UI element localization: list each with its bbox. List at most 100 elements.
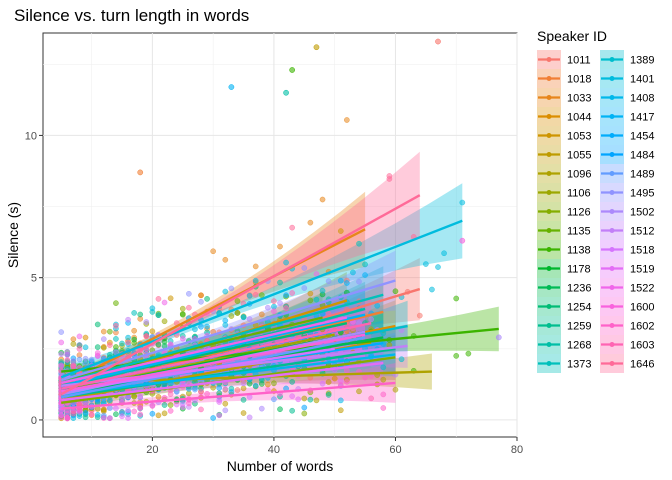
data-point (100, 407, 107, 414)
data-point (131, 336, 138, 343)
fit-line (60, 313, 366, 387)
data-point (82, 409, 89, 416)
x-tick-label: 60 (389, 444, 401, 456)
data-point (380, 391, 387, 398)
data-point (252, 277, 259, 284)
data-point (380, 405, 387, 411)
data-point (185, 304, 192, 311)
data-point (179, 335, 186, 342)
data-point (319, 196, 326, 203)
data-point (82, 355, 89, 362)
legend-item: 1600 (600, 297, 654, 316)
legend-label: 1254 (567, 302, 591, 314)
legend-label: 1096 (567, 169, 591, 181)
legend-key-point (546, 95, 552, 100)
data-point (149, 410, 156, 417)
legend-item: 1495 (600, 183, 654, 202)
data-point (76, 333, 83, 340)
data-point (374, 302, 381, 309)
legend-item: 1055 (537, 145, 591, 164)
data-point (356, 278, 362, 285)
data-point (459, 199, 466, 206)
data-point (289, 407, 296, 414)
data-point (155, 312, 162, 318)
data-point (143, 333, 150, 339)
legend-key-point (546, 171, 552, 176)
data-point (149, 305, 156, 312)
data-point (271, 308, 277, 315)
data-point (301, 410, 308, 417)
data-point (70, 410, 77, 417)
data-point (119, 340, 125, 347)
data-point (222, 256, 229, 263)
fit-lines (60, 194, 499, 410)
legend-item: 1018 (537, 69, 591, 88)
data-point (343, 367, 350, 374)
data-point (325, 278, 332, 285)
data-point (301, 285, 308, 291)
data-point (131, 327, 138, 334)
y-axis-title: Silence (s) (5, 202, 21, 268)
data-point (125, 407, 131, 414)
data-point (325, 379, 332, 385)
y-tick-label: 0 (31, 415, 37, 427)
legend-label: 1484 (630, 150, 654, 162)
axes: 20 40 60 80 0 5 10 (25, 130, 523, 456)
data-point (100, 344, 107, 351)
data-point (167, 295, 174, 302)
legend-key-point (546, 209, 552, 214)
data-point (392, 386, 399, 393)
data-point (392, 288, 399, 295)
data-point (113, 336, 119, 342)
data-point (307, 297, 314, 304)
data-point (234, 310, 241, 316)
data-point (319, 380, 326, 387)
confidence-band (61, 191, 366, 397)
data-point (228, 84, 235, 90)
data-point (240, 385, 247, 392)
data-point (283, 292, 289, 299)
fit-line (61, 381, 396, 410)
data-point (240, 380, 247, 387)
confidence-band (61, 183, 463, 388)
data-point (198, 406, 204, 413)
legend-key-point (609, 247, 615, 252)
data-point (398, 356, 405, 363)
legend-key-point (609, 114, 615, 119)
legend-label: 1138 (567, 245, 591, 257)
data-point (179, 305, 186, 312)
legend-item: 1401 (600, 69, 654, 88)
data-point (64, 415, 71, 421)
data-point (283, 89, 289, 96)
data-point (82, 360, 89, 367)
legend-key-point (546, 114, 552, 119)
data-point (155, 296, 162, 302)
data-point (289, 67, 296, 73)
data-point (204, 323, 210, 330)
data-point (137, 393, 144, 400)
fit-line (61, 344, 408, 387)
data-point (343, 379, 350, 385)
legend-item: 1518 (600, 240, 654, 259)
fit-line (61, 361, 384, 402)
fit-line (61, 333, 366, 393)
data-point (185, 290, 192, 297)
legend-item: 1053 (537, 126, 591, 145)
x-tick-label: 80 (511, 444, 523, 456)
data-point (192, 386, 198, 393)
data-point (167, 408, 174, 414)
legend-key-point (609, 304, 615, 309)
legend-key-point (546, 76, 552, 81)
data-point (264, 304, 271, 311)
legend-label: 1055 (567, 150, 591, 162)
legend-item: 1502 (600, 202, 654, 221)
data-point (264, 381, 271, 388)
data-point (58, 362, 65, 369)
data-point (313, 296, 320, 303)
legend-label: 1018 (567, 74, 591, 86)
legend-key-point (546, 323, 552, 328)
legend-item: 1522 (600, 278, 654, 297)
data-point (155, 394, 162, 400)
data-point (301, 395, 308, 402)
legend-label: 1646 (630, 359, 654, 371)
